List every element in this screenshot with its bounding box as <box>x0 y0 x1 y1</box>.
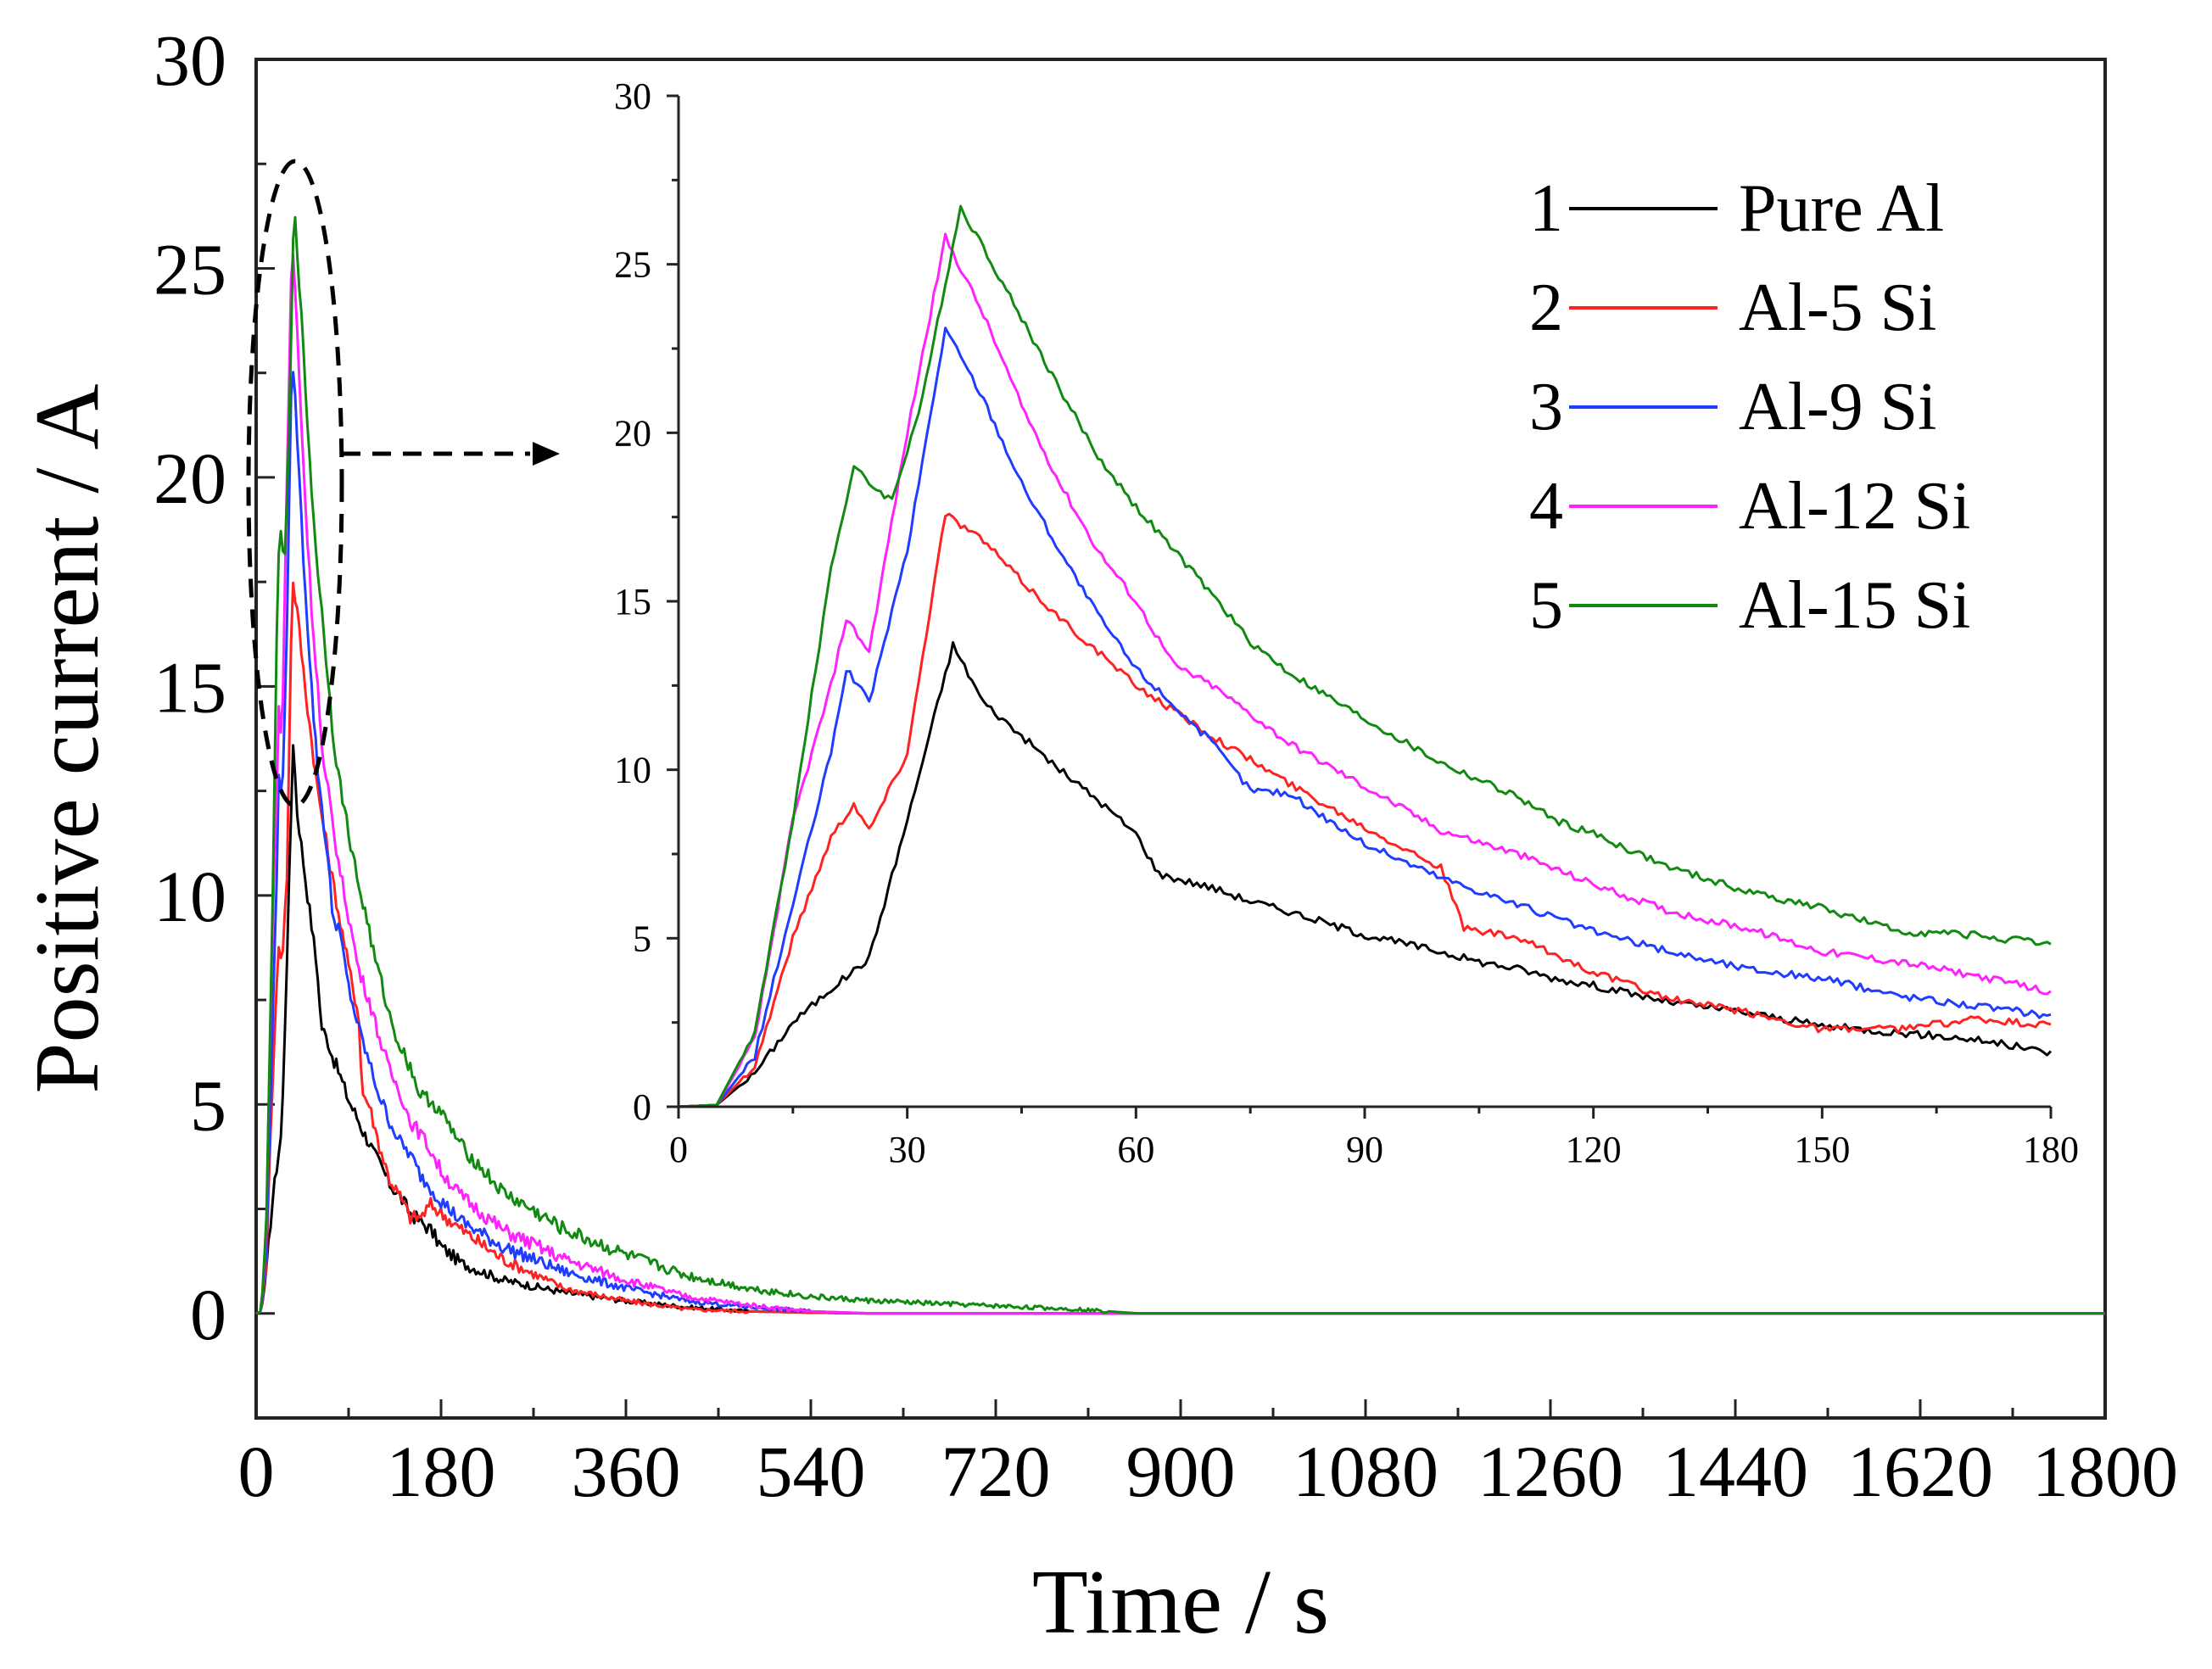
inset-y-tick-label: 10 <box>614 750 651 791</box>
legend-entry-label: Al-15 Si <box>1739 568 1970 643</box>
main-x-tick-label: 720 <box>941 1431 1051 1512</box>
main-x-tick-label: 1620 <box>1847 1431 1993 1512</box>
inset-series-line-al-5-si <box>678 512 2052 1108</box>
main-y-tick-label: 15 <box>154 646 226 728</box>
inset-x-tick-label: 120 <box>1566 1129 1622 1170</box>
main-x-tick-label: 1080 <box>1293 1431 1438 1512</box>
main-y-tick-label: 10 <box>154 856 226 937</box>
main-y-tick-label: 0 <box>190 1274 226 1355</box>
inset-y-tick-label: 0 <box>633 1086 651 1128</box>
zoom-region-ellipse <box>246 159 344 808</box>
main-x-tick-label: 540 <box>757 1431 866 1512</box>
inset-x-tick-label: 0 <box>669 1129 688 1170</box>
legend-entry-number: 4 <box>1529 469 1563 544</box>
legend-entry-number: 3 <box>1529 370 1563 444</box>
inset-series-line-pure-al <box>678 641 2053 1108</box>
inset-x-tick-label: 180 <box>2023 1129 2079 1170</box>
legend-entry-label: Al-5 Si <box>1739 271 1936 345</box>
legend-entry-label: Pure Al <box>1739 171 1944 246</box>
zoom-pointer-arrowhead <box>533 442 560 466</box>
inset-series-line-al-9-si <box>678 327 2052 1108</box>
inset-series-line-al-15-si <box>678 204 2052 1108</box>
legend-entry-number: 1 <box>1529 171 1563 246</box>
main-x-tick-label: 0 <box>238 1431 275 1512</box>
inset-y-tick-label: 20 <box>614 412 651 454</box>
inset-series-line-al-12-si <box>678 232 2052 1108</box>
main-series-line-al-5-si <box>255 581 2105 1315</box>
inset-y-tick-label: 30 <box>614 75 651 117</box>
main-series-lines <box>255 215 2105 1315</box>
legend-entry-number: 5 <box>1529 568 1563 643</box>
inset-x-tick-label: 90 <box>1346 1129 1383 1170</box>
main-x-axis-label: Time / s <box>1032 1552 1329 1653</box>
inset-plot: 0 30 60 90 120 150 180 0 5 10 15 20 25 30 1 Pure Al 2 Al… <box>614 75 2079 1170</box>
main-series-line-al-15-si <box>255 215 2105 1315</box>
main-y-tick-label: 25 <box>154 228 226 310</box>
main-x-tick-label: 360 <box>572 1431 681 1512</box>
inset-y-tick-label: 25 <box>614 244 651 286</box>
legend-entry-label: Al-12 Si <box>1739 469 1970 544</box>
inset-series-lines <box>678 204 2053 1108</box>
main-y-tick-label: 20 <box>154 438 226 519</box>
main-y-axis-label: Positive current / A <box>17 384 118 1094</box>
main-x-tick-label: 900 <box>1126 1431 1236 1512</box>
inset-x-tick-label: 30 <box>889 1129 926 1170</box>
inset-y-tick-label: 5 <box>633 918 651 959</box>
inset-x-tick-label: 150 <box>1794 1129 1850 1170</box>
legend-entry-label: Al-9 Si <box>1739 370 1936 444</box>
inset-y-tick-label: 15 <box>614 581 651 622</box>
main-plot-frame <box>254 58 2107 1420</box>
main-x-tick-label: 1260 <box>1477 1431 1623 1512</box>
main-axis-ticks: 0 180 360 540 720 900 1080 1260 1440 1620 18000510… <box>154 20 2178 1512</box>
inset-x-tick-label: 60 <box>1117 1129 1154 1170</box>
legend: 1 Pure Al 2 Al-5 Si 3 Al-9 Si 4 Al-12 Si 5 Al-15 … <box>1529 171 1970 643</box>
main-x-tick-label: 180 <box>387 1431 496 1512</box>
legend-entry-number: 2 <box>1529 271 1563 345</box>
main-x-tick-label: 1800 <box>2032 1431 2178 1512</box>
main-y-tick-label: 5 <box>190 1064 226 1146</box>
main-y-tick-label: 30 <box>154 20 226 101</box>
main-x-tick-label: 1440 <box>1662 1431 1808 1512</box>
main-plot: 0 180 360 540 720 900 1080 1260 1440 1620 18000510… <box>17 20 2178 1653</box>
